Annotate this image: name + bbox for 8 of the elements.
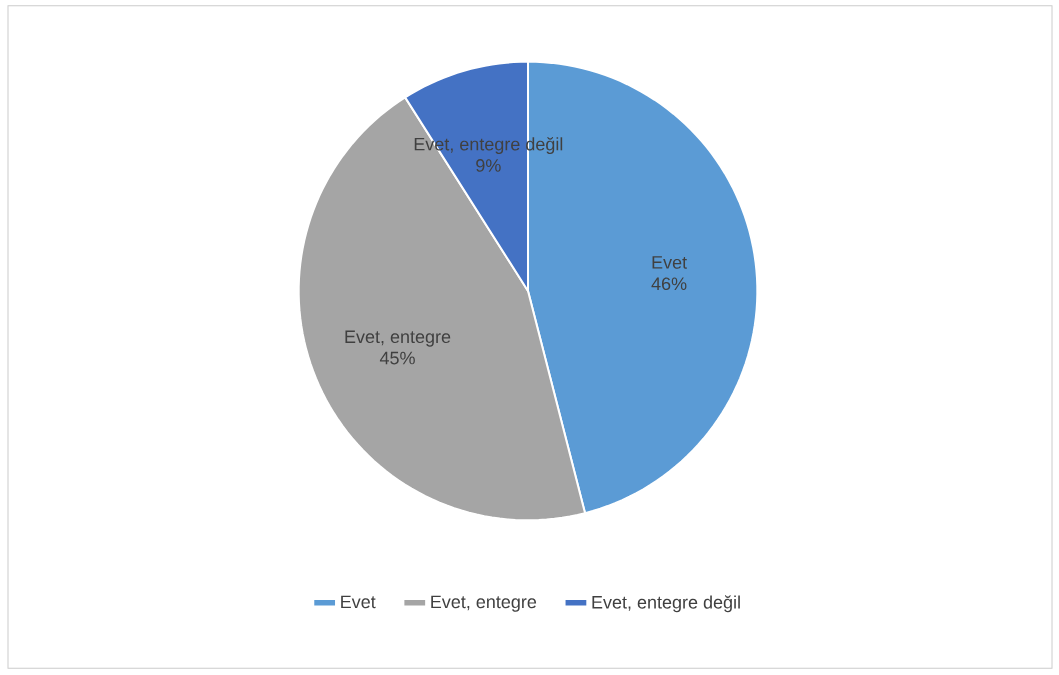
data-label: 46% <box>651 277 687 291</box>
data-label: 45% <box>379 351 415 365</box>
legend-label: Evet, entegre <box>431 595 537 612</box>
legend-label: Evet, entegre değil <box>592 595 740 613</box>
legend-label: Evet <box>341 595 376 609</box>
slice-label: Evet <box>652 256 687 269</box>
slice-label: Evet, entegre <box>345 330 451 347</box>
data-label: 9% <box>476 159 501 172</box>
